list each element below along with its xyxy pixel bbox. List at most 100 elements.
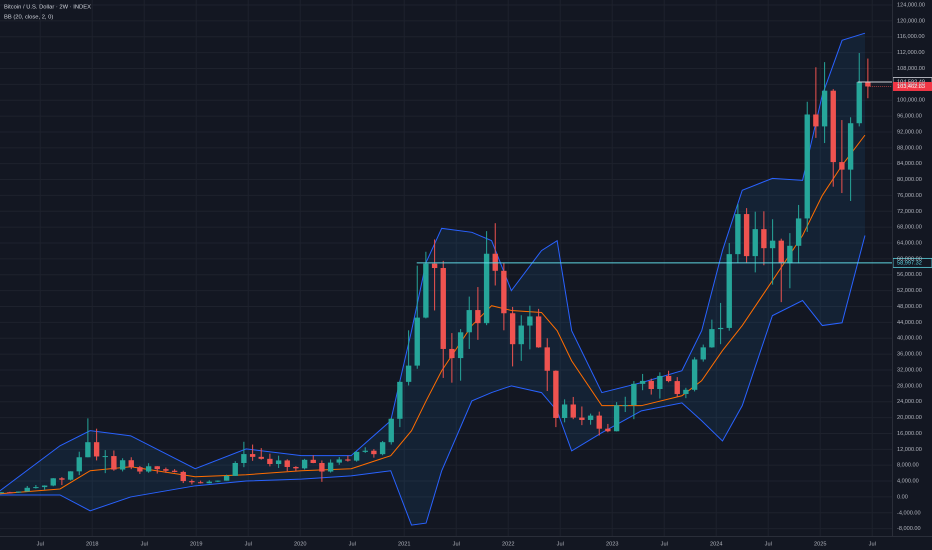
candle-body [85,442,91,458]
candle-body [804,114,810,219]
last-price-box [893,81,932,91]
band-lower [0,235,866,526]
candle-body [570,404,576,418]
x-tick-label: 2021 [398,541,410,547]
candle-body [483,253,490,324]
candle-body [735,214,741,255]
candle-body [33,487,39,489]
y-tick-label: 48,000.00 [897,304,922,310]
candle-body [137,467,143,472]
y-tick-label: 40,000.00 [897,336,922,342]
candle-body [327,462,334,472]
candle-body [605,428,611,432]
y-tick-label: 112,000.00 [897,50,925,56]
x-tick-label: Jul [765,541,772,547]
candle-body [379,442,386,455]
x-tick-label: Jul [661,541,668,547]
candle-body [587,415,594,420]
candle-body [431,263,438,269]
candle-body [865,81,871,87]
candle-body [275,460,282,464]
candle-body [457,332,464,359]
candle-body [709,329,715,348]
x-tick-label: Jul [141,541,148,547]
x-tick-label: Jul [453,541,460,547]
candle-body [683,389,689,394]
x-tick-label: Jul [869,541,876,547]
candle-body [830,90,836,163]
price-label: 58,997.32 [897,260,922,266]
candle-body [423,263,429,318]
y-tick-label: 60,000.00 [897,256,922,262]
candle-body [674,381,680,394]
candle-body [657,375,663,390]
candle-body [726,254,732,328]
candle-body [622,405,628,407]
candle-body [206,481,212,484]
x-tick-label: 2019 [190,541,202,547]
candle-body [24,487,30,492]
x-tick-label: 2022 [502,541,514,547]
y-tick-label: 36,000.00 [897,352,922,358]
y-tick-label: 84,000.00 [897,161,922,167]
y-tick-label: 104,000.00 [897,82,925,88]
y-tick-label: 100,000.00 [897,98,925,104]
candle-body [847,123,854,170]
y-tick-label: 16,000.00 [897,431,922,437]
candle-body [232,463,238,476]
y-tick-label: 76,000.00 [897,193,922,199]
candle-body [639,380,646,384]
candle-body [813,114,819,127]
candle-body [631,383,637,406]
x-tick-label: 2020 [294,541,306,547]
candle-body [665,375,672,382]
candle-body [839,162,845,170]
candle-body [67,471,74,480]
x-tick-label: Jul [37,541,44,547]
candle-body [362,450,368,452]
candle-body [163,469,169,471]
candle-body [128,460,134,468]
candle-body [189,481,195,483]
candle-body [345,459,351,461]
candle-body [821,90,828,127]
candle-body [561,404,568,418]
y-tick-label: 108,000.00 [897,66,925,72]
candle-body [249,454,256,457]
x-tick-label: Jul [349,541,356,547]
y-tick-label: 124,000.00 [897,2,925,8]
y-tick-label: 96,000.00 [897,114,922,120]
candle-body [518,325,524,345]
y-tick-label: 12,000.00 [897,447,922,453]
indicator-label: BB (20, close, 2, 0) [4,15,53,21]
band-fill [0,33,865,526]
x-tick-label: Jul [557,541,564,547]
candle-body [414,317,420,366]
y-tick-label: 92,000.00 [897,129,922,135]
candle-body [353,451,360,461]
x-tick-label: 2024 [710,541,722,547]
candle-body [93,442,100,457]
y-tick-label: 28,000.00 [897,383,922,389]
y-tick-label: 88,000.00 [897,145,922,151]
candle-body [301,459,308,469]
candle-body [613,405,620,432]
candle-body [284,460,290,467]
candle-body [293,466,299,469]
candle-body [492,253,498,271]
candle-body [544,347,550,371]
y-tick-label: 32,000.00 [897,367,922,373]
x-tick-label: Jul [245,541,252,547]
candle-body [180,471,186,482]
candle-body [596,415,602,429]
x-tick-label: 2018 [86,541,98,547]
axes: 124,000.00 120,000.00 116,000.00 112,000.00… [37,2,925,547]
band-upper [0,32,866,492]
candle-body [769,240,776,249]
y-tick-label: 68,000.00 [897,225,922,231]
candle-body [501,270,507,314]
candle-body [319,463,325,472]
candle-body [787,245,793,264]
